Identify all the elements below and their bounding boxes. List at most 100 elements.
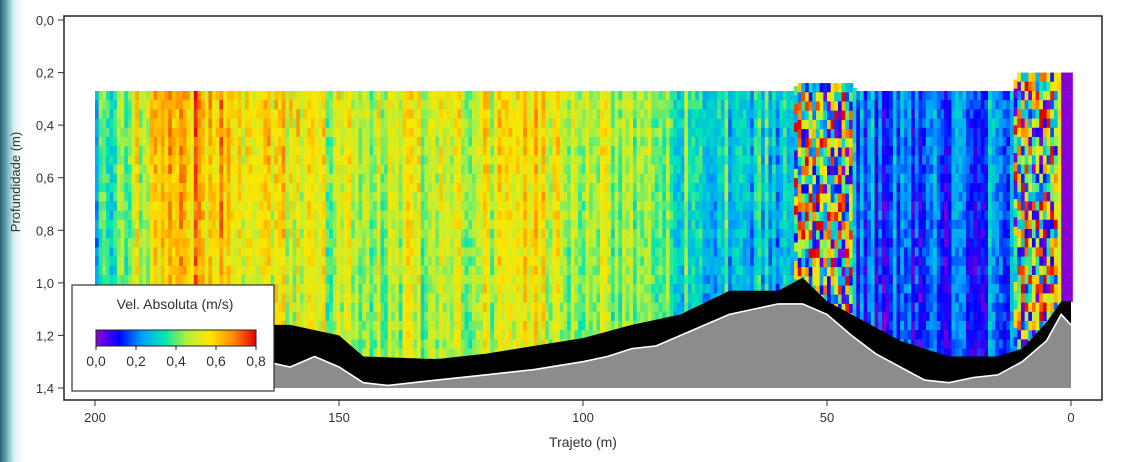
heatmap-cell [300, 109, 304, 119]
heatmap-cell [402, 266, 406, 276]
heatmap-cell [161, 201, 165, 211]
heatmap-cell [293, 100, 297, 110]
heatmap-cell [370, 201, 374, 211]
heatmap-cell [230, 238, 234, 248]
heatmap-cell [604, 238, 608, 248]
heatmap-cell [520, 321, 524, 331]
heatmap-cell [505, 137, 509, 147]
heatmap-cell [399, 119, 403, 129]
heatmap-cell [505, 321, 509, 331]
heatmap-cell [333, 91, 337, 101]
heatmap-cell [618, 284, 622, 294]
heatmap-cell [446, 275, 450, 285]
heatmap-cell [468, 155, 472, 165]
heatmap-cell [703, 293, 707, 303]
heatmap-cell [542, 100, 546, 110]
heatmap-cell [534, 137, 538, 147]
heatmap-cell [278, 137, 282, 147]
heatmap-cell [776, 128, 780, 138]
heatmap-cell [629, 174, 633, 184]
heatmap-cell [574, 303, 578, 313]
heatmap-cell [516, 146, 520, 156]
heatmap-cell [479, 91, 483, 101]
heatmap-cell [505, 266, 509, 276]
heatmap-cell [132, 257, 136, 267]
heatmap-cell [446, 174, 450, 184]
heatmap-cell [626, 192, 630, 202]
heatmap-cell [662, 247, 666, 257]
heatmap-cell [190, 109, 194, 119]
heatmap-cell [490, 238, 494, 248]
heatmap-cell [329, 220, 333, 230]
heatmap-cell [322, 275, 326, 285]
heatmap-cell [472, 165, 476, 175]
heatmap-cell [380, 91, 384, 101]
heatmap-cell [391, 312, 395, 322]
heatmap-cell [205, 257, 209, 267]
heatmap-cell [190, 192, 194, 202]
heatmap-cell [750, 119, 754, 129]
heatmap-cell [505, 100, 509, 110]
heatmap-cell [516, 321, 520, 331]
heatmap-cell [761, 220, 765, 230]
heatmap-cell [585, 284, 589, 294]
heatmap-cell [241, 220, 245, 230]
heatmap-cell [516, 312, 520, 322]
heatmap-cell [355, 275, 359, 285]
heatmap-cell [553, 266, 557, 276]
heatmap-cell [736, 100, 740, 110]
heatmap-cell [596, 220, 600, 230]
heatmap-cell [333, 146, 337, 156]
heatmap-cell [117, 201, 121, 211]
heatmap-cell [472, 109, 476, 119]
heatmap-cell [402, 201, 406, 211]
heatmap-cell [571, 257, 575, 267]
heatmap-cell [366, 284, 370, 294]
heatmap-cell [604, 275, 608, 285]
heatmap-cell [179, 229, 183, 239]
heatmap-cell [146, 192, 150, 202]
heatmap-cell [212, 137, 216, 147]
heatmap-cell [648, 137, 652, 147]
heatmap-cell [443, 257, 447, 267]
heatmap-cell [219, 229, 223, 239]
heatmap-cell [359, 165, 363, 175]
heatmap-cell [373, 137, 377, 147]
heatmap-cell [99, 229, 103, 239]
heatmap-cell [340, 183, 344, 193]
heatmap-cell [520, 137, 524, 147]
heatmap-cell [490, 257, 494, 267]
heatmap-cell [128, 165, 132, 175]
heatmap-cell [578, 266, 582, 276]
heatmap-cell [146, 247, 150, 257]
heatmap-cell [490, 275, 494, 285]
heatmap-cell [757, 128, 761, 138]
heatmap-cell [585, 330, 589, 337]
heatmap-cell [413, 183, 417, 193]
heatmap-cell [391, 91, 395, 101]
heatmap-cell [391, 229, 395, 239]
heatmap-cell [717, 266, 721, 276]
heatmap-cell [150, 91, 154, 101]
heatmap-cell [274, 192, 278, 202]
heatmap-cell [644, 201, 648, 211]
heatmap-cell [216, 192, 220, 202]
heatmap-cell [520, 119, 524, 129]
heatmap-cell [549, 275, 553, 285]
heatmap-cell [143, 192, 147, 202]
heatmap-cell [757, 266, 761, 276]
heatmap-cell [454, 303, 458, 313]
heatmap-cell [509, 211, 513, 221]
heatmap-cell [99, 155, 103, 165]
heatmap-cell [706, 229, 710, 239]
heatmap-cell [637, 119, 641, 129]
heatmap-cell [399, 91, 403, 101]
heatmap-cell [534, 229, 538, 239]
heatmap-cell [417, 220, 421, 230]
heatmap-cell [121, 109, 125, 119]
heatmap-cell [219, 109, 223, 119]
heatmap-cell [380, 119, 384, 129]
heatmap-cell [362, 349, 366, 358]
heatmap-cell [333, 266, 337, 276]
heatmap-cell [538, 211, 542, 221]
